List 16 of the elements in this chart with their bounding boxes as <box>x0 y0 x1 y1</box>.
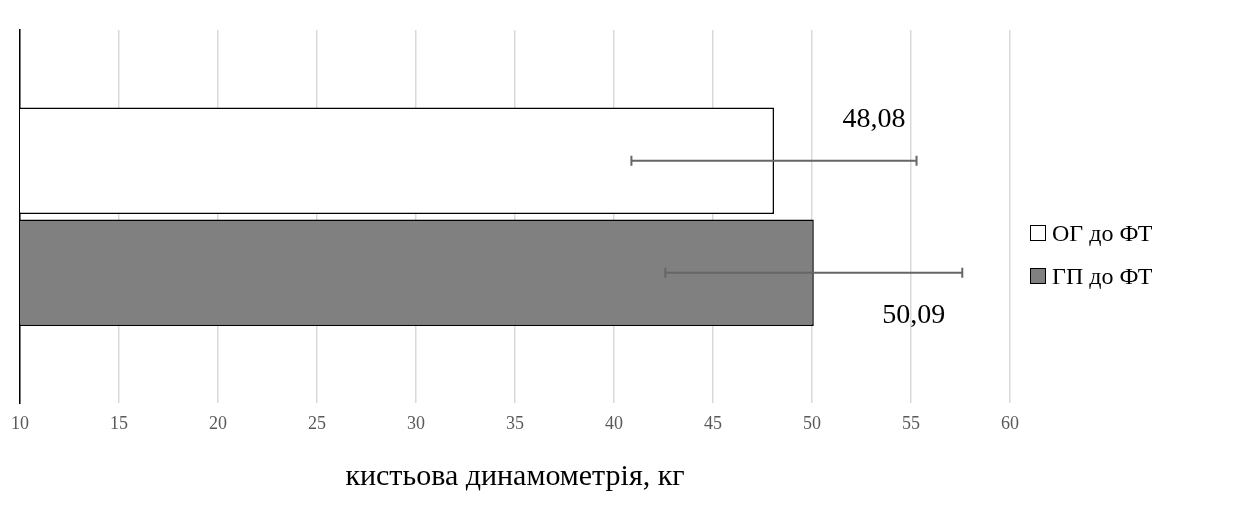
data-label: 48,08 <box>842 101 906 133</box>
text: ОГ до ФТ <box>1052 219 1153 247</box>
x-axis-title: кистьова динамометрія, кг <box>345 457 685 491</box>
x-tick-label: 30 <box>407 412 425 433</box>
x-tick-label: 35 <box>506 412 524 433</box>
x-tick-label: 55 <box>902 412 920 433</box>
legend-label: ГП до ФТ <box>1052 262 1153 290</box>
x-tick-label: 60 <box>1001 412 1019 433</box>
x-tick-label: 20 <box>209 412 227 433</box>
x-tick-label: 10 <box>11 412 29 433</box>
data-label: 50,09 <box>882 298 946 330</box>
x-tick-label: 15 <box>110 412 128 433</box>
x-tick-label: 45 <box>704 412 722 433</box>
x-tick-label: 25 <box>308 412 326 433</box>
x-tick-label: 40 <box>605 412 623 433</box>
x-tick-label: 50 <box>803 412 821 433</box>
